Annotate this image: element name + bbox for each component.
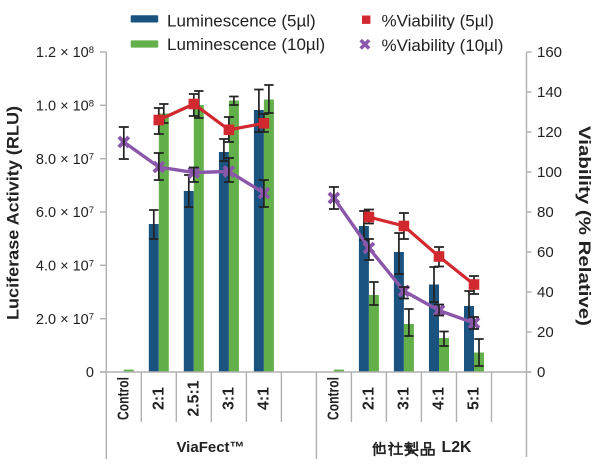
svg-text:Control: Control [325, 377, 342, 420]
svg-text:4.0 × 107: 4.0 × 107 [36, 258, 94, 274]
svg-text:3:1: 3:1 [220, 387, 237, 410]
svg-text:140: 140 [537, 84, 562, 101]
svg-text:60: 60 [537, 244, 554, 261]
svg-text:Luminescence (5µl): Luminescence (5µl) [167, 12, 316, 31]
svg-text:20: 20 [537, 324, 554, 341]
svg-text:ViaFect™: ViaFect™ [176, 439, 244, 456]
svg-text:1.2 × 108: 1.2 × 108 [36, 45, 94, 61]
svg-text:8.0 × 107: 8.0 × 107 [36, 152, 94, 168]
svg-text:40: 40 [537, 284, 554, 301]
svg-text:3:1: 3:1 [395, 387, 412, 410]
svg-text:2:1: 2:1 [150, 387, 167, 410]
svg-text:2:1: 2:1 [360, 387, 377, 410]
svg-text:2.5:1: 2.5:1 [185, 380, 202, 416]
svg-text:%Viability (10µl): %Viability (10µl) [382, 36, 504, 55]
svg-text:6.0 × 107: 6.0 × 107 [36, 205, 94, 221]
svg-text:4:1: 4:1 [431, 387, 448, 410]
svg-text:100: 100 [537, 164, 562, 181]
svg-text:Luminescence (10µl): Luminescence (10µl) [167, 35, 325, 54]
svg-text:Control: Control [115, 377, 132, 420]
svg-text:Luciferase Activity (RLU): Luciferase Activity (RLU) [4, 106, 23, 320]
svg-text:80: 80 [537, 204, 554, 221]
svg-text:Viability (% Relative): Viability (% Relative) [575, 126, 593, 326]
svg-text:0: 0 [86, 365, 94, 381]
svg-text:L2K: L2K [442, 439, 472, 456]
svg-text:160: 160 [537, 44, 562, 61]
svg-text:%Viability (5µl): %Viability (5µl) [382, 12, 494, 31]
svg-text:4:1: 4:1 [255, 387, 272, 410]
svg-text:120: 120 [537, 124, 562, 141]
svg-text:2.0 × 107: 2.0 × 107 [36, 312, 94, 328]
svg-text:0: 0 [537, 364, 545, 381]
svg-text:5:1: 5:1 [466, 387, 483, 410]
svg-text:1.0 × 108: 1.0 × 108 [36, 98, 94, 114]
